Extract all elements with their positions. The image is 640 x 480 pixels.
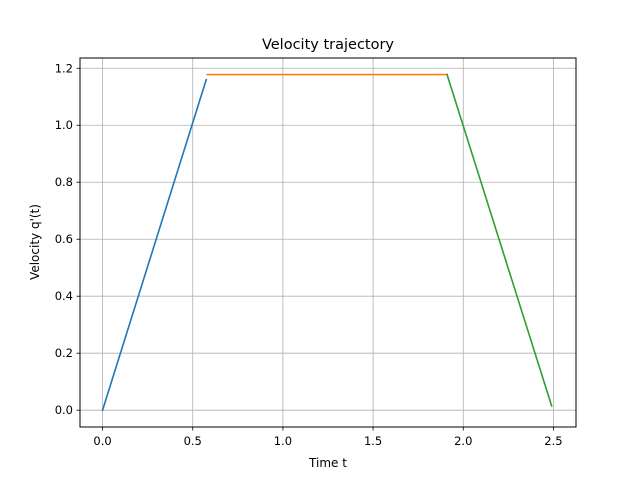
axis-ticks: 0.0 0.5 1.0 1.5 2.0 2.5 0.0 0.2 0.4 0.6 0.8 1.0 1.2 [55,61,563,448]
x-tick-label: 2.5 [544,434,562,448]
x-tick-label: 0.0 [93,434,111,448]
series-line-1 [101,78,208,412]
y-axis-label: Velocity q'(t) [28,204,42,280]
grid-lines [80,58,576,427]
x-tick-label: 1.5 [364,434,382,448]
series-line-3 [446,73,553,407]
y-tick-label: 0.8 [55,175,73,189]
y-tick-label: 1.0 [55,118,73,132]
plot-frame [79,57,577,428]
x-tick-label: 0.5 [184,434,202,448]
x-axis-label: Time t [308,456,347,470]
chart-title: Velocity trajectory [262,37,394,53]
y-tick-label: 0.0 [55,403,73,417]
x-tick-label: 1.0 [274,434,292,448]
y-tick-label: 0.4 [55,289,73,303]
y-tick-label: 0.2 [55,346,73,360]
x-tick-label: 2.0 [454,434,472,448]
y-tick-label: 0.6 [55,232,73,246]
series-lines [101,73,553,412]
y-tick-label: 1.2 [55,61,73,75]
